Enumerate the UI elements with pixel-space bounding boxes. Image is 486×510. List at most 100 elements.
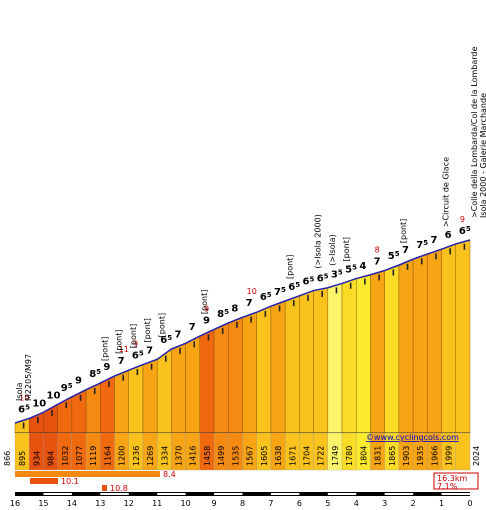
road-mark bbox=[122, 374, 124, 381]
altitude-label: 1535 bbox=[231, 446, 240, 466]
profile-segment bbox=[356, 274, 371, 434]
altitude-label: 1499 bbox=[217, 446, 226, 466]
annotation-text: [pont] bbox=[100, 337, 109, 361]
km-bar-stripe bbox=[327, 493, 357, 495]
gradient-label: 7 bbox=[374, 257, 381, 268]
altitude-label: 1671 bbox=[288, 446, 297, 466]
km-label: 5 bbox=[325, 499, 330, 508]
gradient-label: 9 bbox=[103, 362, 110, 373]
road-mark bbox=[65, 402, 68, 409]
profile-segment bbox=[228, 316, 243, 434]
km-bar-stripe bbox=[384, 493, 414, 495]
road-mark bbox=[406, 263, 409, 270]
gradient-decimal: 5 bbox=[423, 239, 428, 247]
altitude-band-cell bbox=[455, 432, 471, 471]
road-mark bbox=[221, 327, 224, 334]
profile-segment bbox=[327, 283, 343, 434]
altitude-label: 866 bbox=[3, 451, 12, 466]
profile-segments bbox=[14, 239, 471, 434]
profile-segment bbox=[185, 335, 201, 434]
gradient-label: 65 bbox=[160, 334, 172, 346]
gradient-decimal: 5 bbox=[267, 291, 272, 299]
km-label: 0 bbox=[467, 499, 472, 508]
km-label: 12 bbox=[124, 499, 134, 508]
profile-segment bbox=[171, 343, 186, 434]
km-label: 2 bbox=[411, 499, 416, 508]
road-mark bbox=[392, 269, 395, 276]
road-mark bbox=[193, 341, 196, 348]
altitude-label: 1999 bbox=[445, 446, 454, 466]
gradient-decimal: 5 bbox=[395, 250, 400, 258]
profile-segment bbox=[313, 287, 329, 434]
max-gradient-label: 9 bbox=[133, 340, 138, 349]
altitude-label: 1903 bbox=[402, 446, 411, 466]
altitude-label: 1704 bbox=[302, 446, 311, 466]
annotation-text: (>Isola) bbox=[328, 234, 337, 266]
annotation-text: [pont] bbox=[115, 329, 124, 353]
road-mark bbox=[321, 291, 324, 298]
gradient-decimal: 5 bbox=[295, 281, 300, 289]
profile-outline bbox=[14, 239, 471, 424]
summary-distance: 16.3km bbox=[437, 474, 467, 483]
profile-segment bbox=[384, 264, 400, 434]
altitude-label: 1458 bbox=[203, 446, 212, 466]
road-mark bbox=[165, 355, 167, 362]
km-bar-stripe bbox=[43, 493, 72, 495]
profile-segment bbox=[299, 290, 314, 434]
km-bar-stripe bbox=[157, 493, 186, 495]
road-mark bbox=[349, 282, 352, 289]
profile-segment bbox=[398, 258, 414, 434]
gradient-label: 75 bbox=[274, 286, 286, 298]
gradient-label: 95 bbox=[61, 382, 73, 394]
gradient-label: 4 bbox=[359, 261, 366, 272]
gradient-label: 65 bbox=[459, 225, 471, 237]
km-label: 7 bbox=[268, 499, 273, 508]
profile-segment bbox=[441, 243, 456, 434]
altitude-label: 1865 bbox=[388, 446, 397, 466]
km-label: 1 bbox=[439, 499, 444, 508]
altitude-label: 1370 bbox=[175, 446, 184, 466]
road-mark bbox=[335, 287, 338, 294]
profile-segment bbox=[455, 239, 471, 434]
road-mark bbox=[136, 369, 139, 376]
summary-frame bbox=[433, 472, 479, 490]
road-mark bbox=[435, 253, 437, 260]
road-mark bbox=[292, 300, 295, 307]
altitude-label: 895 bbox=[18, 451, 27, 466]
altitude-label: 1567 bbox=[246, 446, 255, 466]
steepest-bar bbox=[30, 478, 58, 484]
road-mark bbox=[250, 316, 252, 323]
gradient-decimal: 5 bbox=[96, 368, 101, 376]
max-gradient-labels: 10 11 9 9 10 8 9 bbox=[19, 215, 465, 402]
road-mark bbox=[93, 388, 96, 395]
road-mark bbox=[51, 409, 53, 416]
km-label: 8 bbox=[240, 499, 245, 508]
profile-segment bbox=[412, 253, 428, 434]
profile-outline-line bbox=[14, 239, 471, 424]
gradient-decimal: 5 bbox=[167, 334, 172, 342]
profile-segment bbox=[199, 329, 215, 434]
road-mark bbox=[278, 305, 281, 312]
profile-segment bbox=[128, 364, 144, 434]
gradient-decimal: 5 bbox=[309, 276, 314, 284]
steepest-bar bbox=[102, 485, 107, 491]
km-label: 10 bbox=[181, 499, 191, 508]
km-label: 15 bbox=[38, 499, 48, 508]
gradient-decimal: 5 bbox=[466, 225, 471, 233]
km-label: 9 bbox=[212, 499, 217, 508]
road-mark bbox=[207, 334, 210, 341]
km-bar-stripe bbox=[100, 493, 129, 495]
altitude-label: 984 bbox=[47, 451, 56, 466]
gradient-label: 8 bbox=[231, 303, 238, 314]
gradient-label: 65 bbox=[18, 403, 30, 415]
gradient-label: 65 bbox=[288, 281, 300, 293]
max-gradient-label: 10 bbox=[247, 287, 257, 296]
gradient-label: 85 bbox=[217, 308, 229, 320]
km-label: 14 bbox=[67, 499, 77, 508]
profile-segment bbox=[114, 369, 129, 434]
gradient-label: 75 bbox=[416, 239, 428, 251]
gradient-label: 7 bbox=[430, 235, 437, 246]
road-mark bbox=[22, 422, 25, 429]
